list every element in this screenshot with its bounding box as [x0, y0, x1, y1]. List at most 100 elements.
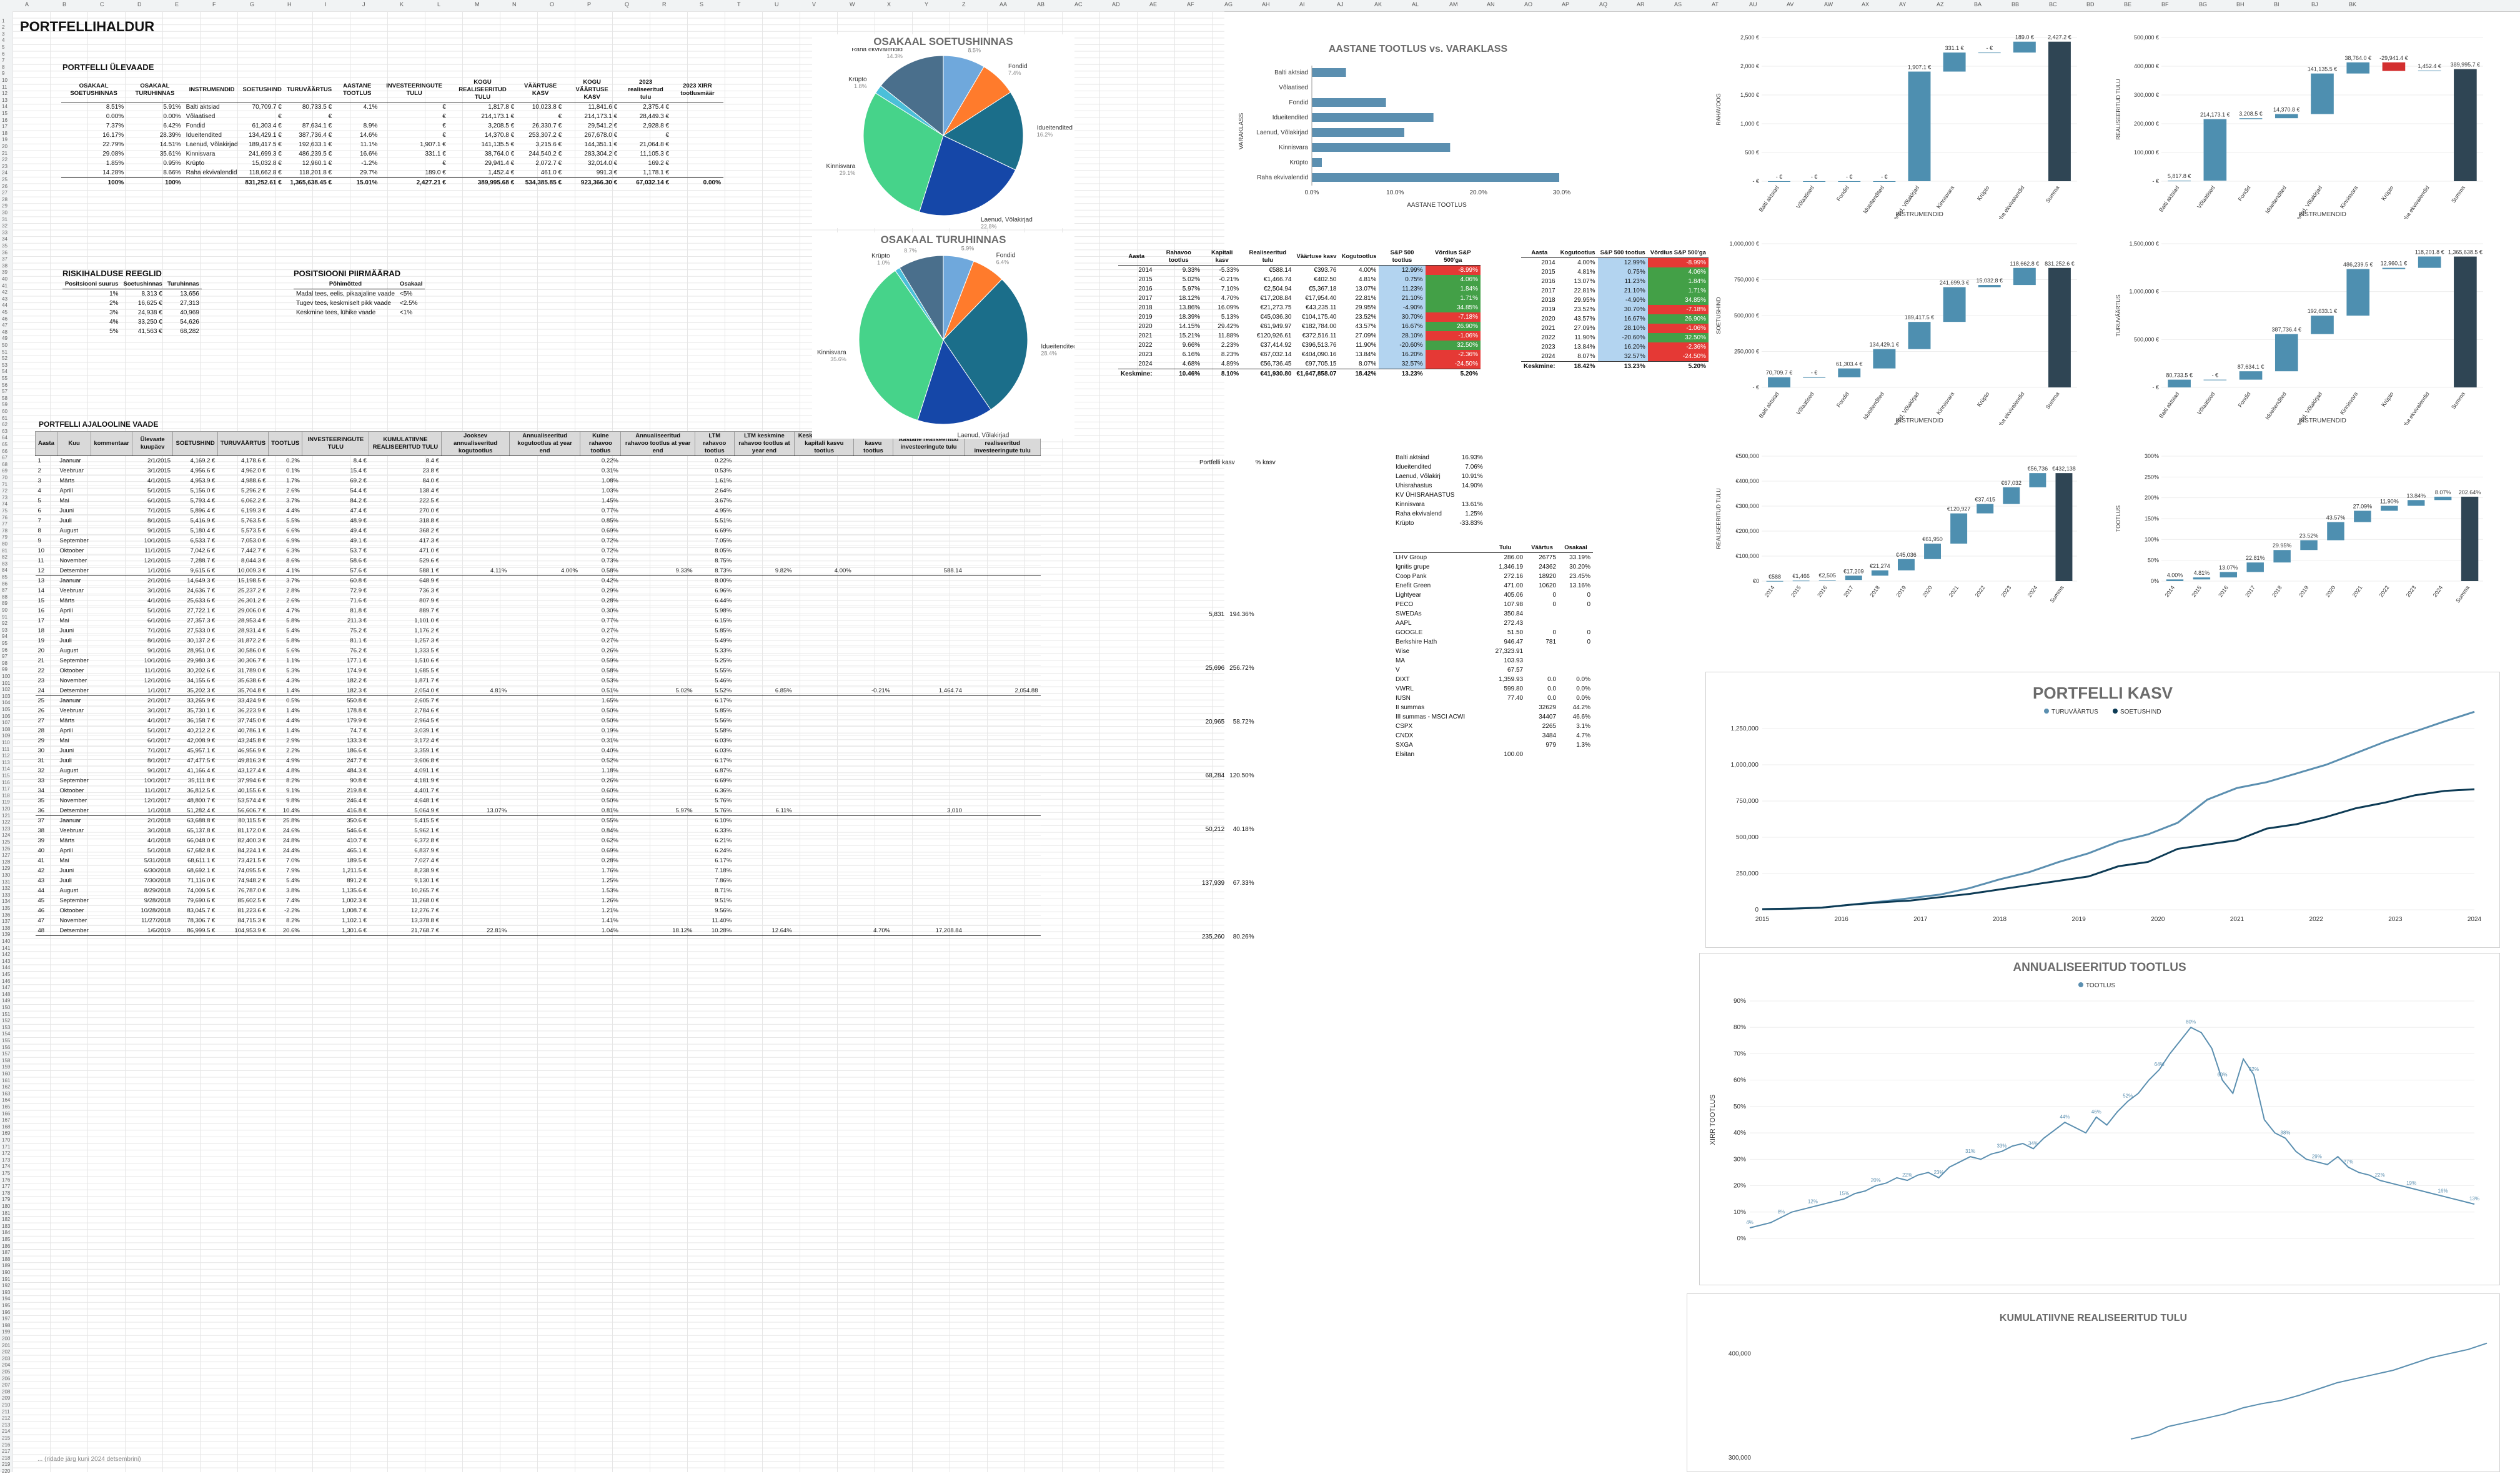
column-label[interactable]: BB: [2012, 1, 2020, 7]
column-label[interactable]: C: [100, 1, 104, 7]
row-label[interactable]: 209: [2, 1395, 11, 1402]
column-label[interactable]: H: [287, 1, 292, 7]
row-label[interactable]: 181: [2, 1210, 11, 1216]
row-label[interactable]: 74: [2, 501, 7, 507]
row-label[interactable]: 86: [2, 580, 7, 587]
row-label[interactable]: 51: [2, 349, 7, 355]
row-label[interactable]: 107: [2, 720, 11, 726]
row-label[interactable]: 61: [2, 415, 7, 421]
row-label[interactable]: 157: [2, 1051, 11, 1057]
row-label[interactable]: 115: [2, 773, 10, 779]
row-label[interactable]: 160: [2, 1071, 11, 1077]
column-label[interactable]: AF: [1187, 1, 1194, 7]
column-label[interactable]: L: [437, 1, 441, 7]
row-label[interactable]: 13: [2, 97, 7, 103]
row-label[interactable]: 129: [2, 865, 11, 872]
column-label[interactable]: BK: [2349, 1, 2357, 7]
row-label[interactable]: 24: [2, 170, 7, 176]
row-label[interactable]: 197: [2, 1316, 11, 1322]
row-label[interactable]: 158: [2, 1057, 11, 1063]
row-label[interactable]: 127: [2, 852, 11, 859]
column-label[interactable]: G: [250, 1, 255, 7]
column-label[interactable]: AO: [1524, 1, 1533, 7]
row-label[interactable]: 44: [2, 302, 7, 309]
row-label[interactable]: 2: [2, 24, 5, 31]
row-label[interactable]: 112: [2, 753, 10, 759]
row-label[interactable]: 147: [2, 985, 11, 991]
row-label[interactable]: 60: [2, 409, 7, 414]
row-label[interactable]: 3: [2, 31, 5, 37]
row-label[interactable]: 54: [2, 369, 7, 375]
column-label[interactable]: AS: [1674, 1, 1682, 7]
row-label[interactable]: 153: [2, 1024, 11, 1030]
row-label[interactable]: 79: [2, 534, 7, 540]
row-label[interactable]: 190: [2, 1270, 11, 1275]
row-label[interactable]: 1: [2, 17, 5, 24]
row-label[interactable]: 19: [2, 137, 7, 143]
column-label[interactable]: BJ: [2311, 1, 2318, 7]
row-label[interactable]: 27: [2, 190, 7, 196]
row-label[interactable]: 94: [2, 634, 7, 640]
row-label[interactable]: 139: [2, 932, 11, 938]
row-label[interactable]: 90: [2, 607, 7, 613]
row-label[interactable]: 135: [2, 905, 11, 911]
row-label[interactable]: 137: [2, 919, 11, 925]
row-label[interactable]: 39: [2, 269, 7, 276]
row-label[interactable]: 71: [2, 481, 7, 487]
row-label[interactable]: 102: [2, 687, 11, 693]
row-label[interactable]: 11: [2, 84, 7, 90]
column-label[interactable]: BG: [2199, 1, 2208, 7]
row-label[interactable]: 9: [2, 71, 5, 77]
column-label[interactable]: AW: [1824, 1, 1833, 7]
row-label[interactable]: 191: [2, 1276, 11, 1282]
row-label[interactable]: 89: [2, 600, 7, 607]
row-label[interactable]: 210: [2, 1402, 11, 1408]
row-label[interactable]: 154: [2, 1031, 11, 1037]
column-label[interactable]: R: [662, 1, 667, 7]
row-label[interactable]: 101: [2, 680, 11, 686]
row-label[interactable]: 65: [2, 442, 7, 447]
column-label[interactable]: V: [812, 1, 816, 7]
row-label[interactable]: 5: [2, 44, 5, 50]
cumul-chart[interactable]: KUMULATIIVNE REALISEERITUD TULU 300,000 4…: [1687, 1293, 2500, 1472]
row-label[interactable]: 6: [2, 51, 5, 57]
row-label[interactable]: 204: [2, 1362, 11, 1368]
column-label[interactable]: BF: [2161, 1, 2169, 7]
column-label[interactable]: X: [887, 1, 891, 7]
row-label[interactable]: 85: [2, 574, 7, 580]
row-label[interactable]: 70: [2, 475, 7, 481]
row-label[interactable]: 59: [2, 402, 7, 408]
row-label[interactable]: 67: [2, 455, 7, 461]
row-label[interactable]: 126: [2, 845, 11, 852]
row-label[interactable]: 15: [2, 111, 7, 116]
row-label[interactable]: 208: [2, 1388, 11, 1395]
row-label[interactable]: 12: [2, 91, 7, 97]
row-label[interactable]: 185: [2, 1237, 11, 1242]
row-label[interactable]: 183: [2, 1223, 11, 1229]
row-label[interactable]: 159: [2, 1064, 11, 1070]
row-label[interactable]: 77: [2, 521, 7, 527]
row-label[interactable]: 188: [2, 1256, 11, 1262]
row-label[interactable]: 133: [2, 892, 11, 898]
column-label[interactable]: BA: [1974, 1, 1982, 7]
column-label[interactable]: M: [475, 1, 480, 7]
row-label[interactable]: 168: [2, 1123, 11, 1130]
row-label[interactable]: 73: [2, 494, 7, 500]
wf4-chart[interactable]: - €500,000 €1,000,000 €1,500,000 €80,733…: [2111, 237, 2493, 432]
row-label[interactable]: 81: [2, 547, 7, 554]
row-label[interactable]: 14: [2, 104, 7, 110]
row-label[interactable]: 131: [2, 879, 11, 885]
row-label[interactable]: 92: [2, 620, 7, 627]
column-label[interactable]: BE: [2124, 1, 2132, 7]
column-label[interactable]: AX: [1862, 1, 1870, 7]
row-label[interactable]: 80: [2, 541, 7, 547]
row-label[interactable]: 75: [2, 508, 7, 514]
row-label[interactable]: 64: [2, 435, 7, 441]
row-label[interactable]: 148: [2, 991, 11, 997]
row-label[interactable]: 145: [2, 972, 11, 977]
row-label[interactable]: 140: [2, 939, 11, 944]
row-label[interactable]: 111: [2, 746, 10, 752]
row-label[interactable]: 57: [2, 389, 7, 395]
row-label[interactable]: 48: [2, 329, 7, 335]
column-label[interactable]: AE: [1149, 1, 1158, 7]
